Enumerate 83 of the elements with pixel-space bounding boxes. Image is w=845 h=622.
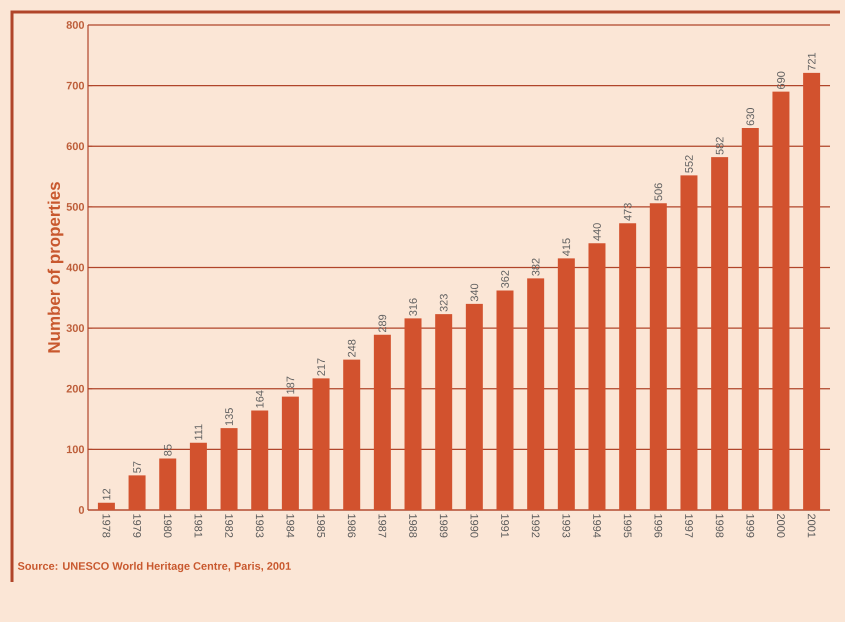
bar xyxy=(680,175,698,510)
data-label: 323 xyxy=(440,294,448,312)
data-label: 440 xyxy=(593,223,601,241)
data-label: 415 xyxy=(562,238,570,256)
data-label: 187 xyxy=(286,376,294,394)
data-label: 690 xyxy=(777,72,785,89)
x-tick-label: 1982 xyxy=(225,514,233,538)
data-label: 552 xyxy=(685,155,693,173)
data-label: 473 xyxy=(624,203,632,221)
data-label: 340 xyxy=(470,284,478,302)
x-tick-label: 1996 xyxy=(654,514,662,538)
x-tick-label: 1985 xyxy=(317,514,325,538)
bar xyxy=(220,428,238,510)
bar xyxy=(527,278,544,510)
data-label: 164 xyxy=(256,390,264,408)
data-label: 57 xyxy=(133,462,141,473)
y-tick-label: 600 xyxy=(66,142,84,150)
bar xyxy=(190,442,207,510)
x-tick-label: 1992 xyxy=(532,514,540,538)
bar xyxy=(772,92,790,510)
y-tick-label: 700 xyxy=(66,82,84,90)
y-tick-label: 400 xyxy=(66,264,84,272)
bar xyxy=(711,157,728,510)
y-tick-label: 100 xyxy=(66,445,84,454)
bar xyxy=(374,334,391,510)
x-tick-label: 2000 xyxy=(777,514,785,538)
x-tick-label: 1989 xyxy=(440,514,448,538)
x-tick-label: 1983 xyxy=(256,514,264,538)
data-label: 135 xyxy=(225,408,233,426)
data-label: 316 xyxy=(409,298,417,316)
bar xyxy=(251,410,268,510)
bar xyxy=(803,72,820,510)
bar xyxy=(98,502,115,510)
data-label: 248 xyxy=(348,340,356,357)
y-axis-title: Number of properties xyxy=(48,182,64,352)
x-tick-label: 1981 xyxy=(194,514,202,538)
data-label: 85 xyxy=(164,444,172,456)
x-tick-label: 1978 xyxy=(102,514,110,538)
x-tick-label: 1987 xyxy=(378,514,386,538)
bar xyxy=(282,396,299,510)
data-label: 12 xyxy=(102,488,110,500)
x-tick-label: 1990 xyxy=(470,514,478,538)
x-tick-label: 1993 xyxy=(562,514,570,538)
x-tick-label: 1980 xyxy=(164,514,172,538)
bar xyxy=(619,223,636,510)
bar xyxy=(404,318,422,510)
y-tick-label: 500 xyxy=(66,202,84,211)
x-tick-label: 2001 xyxy=(808,514,816,538)
x-tick-label: 1988 xyxy=(409,514,417,538)
bar xyxy=(742,128,759,510)
data-label: 506 xyxy=(654,183,662,201)
data-label: 582 xyxy=(716,137,724,155)
data-label: 721 xyxy=(808,52,816,70)
bar xyxy=(435,314,452,510)
bar xyxy=(343,360,360,510)
y-tick-label: 0 xyxy=(78,506,84,514)
bar xyxy=(312,378,330,510)
x-tick-label: 1984 xyxy=(286,514,294,538)
bar xyxy=(650,203,667,510)
data-label: 289 xyxy=(378,314,386,332)
x-tick-label: 1999 xyxy=(746,514,754,538)
x-tick-label: 1991 xyxy=(501,514,509,538)
bar xyxy=(159,458,176,510)
source-note: Source: UNESCO World Heritage Centre, Paris, 2001 xyxy=(18,562,291,572)
x-tick-label: 1998 xyxy=(716,514,724,538)
data-label: 217 xyxy=(317,358,325,376)
x-tick-label: 1995 xyxy=(624,514,632,538)
y-tick-label: 200 xyxy=(66,384,84,393)
x-tick-label: 1979 xyxy=(133,514,141,538)
bar xyxy=(128,475,146,510)
x-tick-label: 1994 xyxy=(593,514,601,538)
y-tick-label: 800 xyxy=(66,21,84,29)
y-tick-label: 300 xyxy=(66,324,84,332)
data-label: 382 xyxy=(532,258,540,276)
x-tick-label: 1997 xyxy=(685,514,693,538)
bar xyxy=(588,243,606,510)
bar xyxy=(558,258,575,510)
data-label: 630 xyxy=(746,108,754,126)
data-label: 362 xyxy=(501,270,509,288)
bar xyxy=(466,304,483,510)
data-label: 111 xyxy=(194,424,202,440)
bar xyxy=(496,290,514,510)
x-tick-label: 1986 xyxy=(348,514,356,538)
